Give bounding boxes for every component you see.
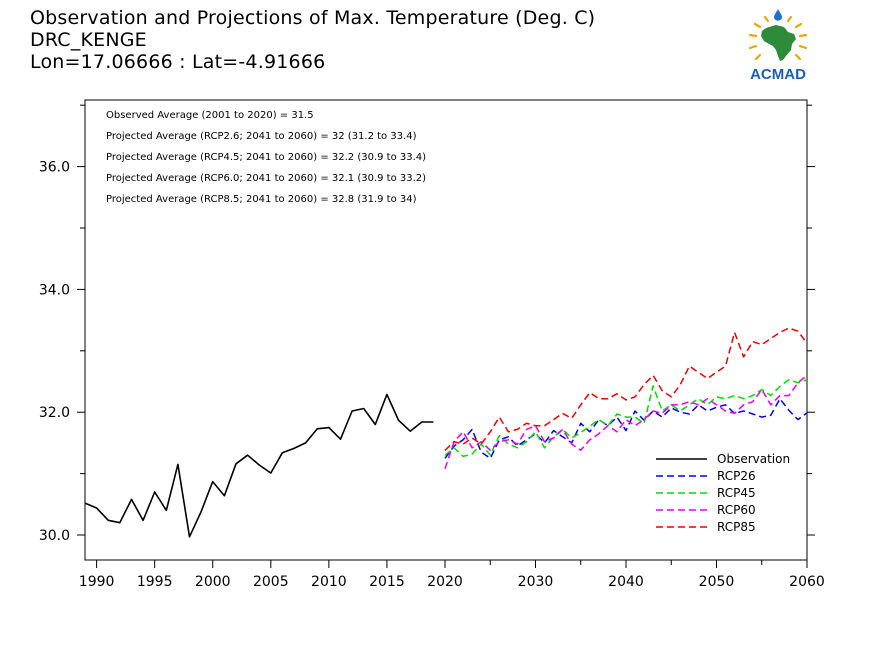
y-tick-label: 36.0 (39, 160, 70, 176)
x-tick-label: 2050 (699, 574, 735, 590)
annotation-line: Observed Average (2001 to 2020) = 31.5 (106, 110, 314, 121)
annotation-line: Projected Average (RCP4.5; 2041 to 2060)… (106, 152, 426, 163)
chart-legend: Observation RCP26 RCP45 RCP60 RCP85 (656, 452, 790, 534)
series-line-rcp85 (444, 327, 808, 451)
chart-annotations: Observed Average (2001 to 2020) = 31.5 Pr… (106, 110, 426, 205)
station-name: DRC_KENGE (30, 29, 147, 51)
annotation-line: Projected Average (RCP8.5; 2041 to 2060)… (106, 194, 417, 205)
x-axis-tick-labels: 1990 1995 2000 2005 2010 2015 2020 2030 2040 2050… (79, 574, 825, 590)
x-tick-label: 1990 (79, 574, 115, 590)
y-axis-tick-labels: 30.0 32.0 34.0 36.0 (39, 160, 70, 544)
x-tick-label: 2005 (253, 574, 289, 590)
legend-label: RCP45 (717, 486, 756, 500)
x-tick-label: 2015 (369, 574, 405, 590)
x-tick-label: 2040 (608, 574, 644, 590)
axis-ticks (77, 104, 815, 568)
y-tick-label: 34.0 (39, 282, 70, 298)
legend-label: RCP85 (717, 520, 756, 534)
series-line-rcp26 (444, 397, 808, 460)
annotation-line: Projected Average (RCP6.0; 2041 to 2060)… (106, 173, 426, 184)
annotation-line: Projected Average (RCP2.6; 2041 to 2060)… (106, 131, 417, 142)
legend-label: RCP60 (717, 503, 756, 517)
series-line-rcp45 (444, 378, 808, 458)
chart-series (84, 327, 808, 538)
series-line-rcp60 (444, 374, 808, 469)
x-tick-label: 2010 (311, 574, 347, 590)
legend-label: RCP26 (717, 469, 756, 483)
chart-title-block: Observation and Projections of Max. Temp… (30, 7, 595, 73)
x-tick-label: 2020 (427, 574, 463, 590)
y-tick-label: 32.0 (39, 405, 70, 421)
logo-raindrop-icon (774, 9, 782, 21)
africa-map-logo-icon: ACMAD (736, 8, 820, 84)
plot-frame (84, 99, 808, 561)
chart-title: Observation and Projections of Max. Temp… (30, 7, 596, 29)
x-tick-label: 2060 (789, 574, 825, 590)
legend-label: Observation (717, 452, 790, 466)
x-tick-label: 1995 (137, 574, 173, 590)
x-tick-label: 2000 (195, 574, 231, 590)
x-tick-label: 2030 (518, 574, 554, 590)
logo-text: ACMAD (750, 66, 806, 83)
logo-africa-shape (761, 25, 796, 61)
y-tick-label: 30.0 (39, 528, 70, 544)
series-line-observation (84, 393, 434, 538)
station-coordinates: Lon=17.06666 : Lat=-4.91666 (30, 51, 326, 73)
